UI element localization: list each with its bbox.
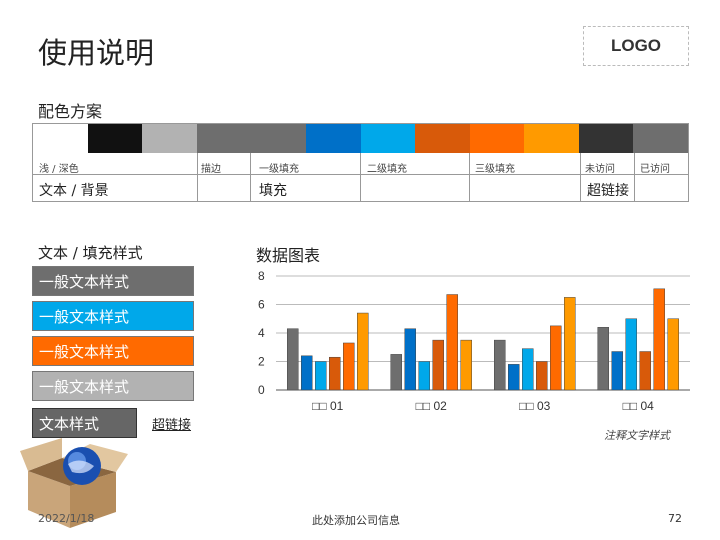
footer-company: 此处添加公司信息 xyxy=(312,514,400,527)
divider xyxy=(33,174,688,175)
text-style-small-box: 文本样式 xyxy=(32,408,137,438)
divider xyxy=(469,153,470,202)
bar xyxy=(357,312,369,391)
bar xyxy=(667,318,679,391)
text-style-box: 一般文本样式 xyxy=(32,266,194,296)
page-number: 72 xyxy=(668,512,682,525)
color-swatch xyxy=(196,124,252,153)
color-swatch xyxy=(524,124,580,153)
label-unvisited: 未访问 xyxy=(585,164,615,175)
label-light-dark: 浅 / 深色 xyxy=(39,164,79,175)
bar xyxy=(329,356,341,391)
bar xyxy=(625,318,637,391)
color-swatch xyxy=(87,124,143,153)
text-style-box: 一般文本样式 xyxy=(32,336,194,366)
label-text-bg: 文本 / 背景 xyxy=(39,183,109,199)
color-swatch xyxy=(305,124,361,153)
divider xyxy=(634,153,635,202)
color-swatch xyxy=(415,124,471,153)
logo-placeholder: LOGO xyxy=(583,26,689,66)
bar-chart: 0 2 4 6 8 □□ 01 □□ 02 □□ 03 □□ 04 xyxy=(258,269,690,413)
bar xyxy=(315,361,327,391)
hyperlink-sample[interactable]: 超链接 xyxy=(152,418,192,433)
bar xyxy=(522,348,534,391)
bar xyxy=(404,328,416,391)
bar xyxy=(494,339,506,391)
color-swatch xyxy=(251,124,307,153)
bar xyxy=(446,294,458,391)
color-swatch xyxy=(142,124,198,153)
bar xyxy=(550,325,562,391)
y-tick-label: 8 xyxy=(258,269,265,283)
color-swatch xyxy=(469,124,525,153)
color-swatch xyxy=(633,124,689,153)
divider xyxy=(360,153,361,202)
chart-title: 数据图表 xyxy=(256,246,321,265)
footer-date: 2022/1/18 xyxy=(38,512,95,525)
bar xyxy=(301,355,313,391)
bar xyxy=(536,361,548,391)
bar xyxy=(639,351,651,391)
bar xyxy=(653,288,665,391)
divider xyxy=(197,153,198,202)
bar xyxy=(432,339,444,391)
color-swatch xyxy=(360,124,416,153)
page-title: 使用说明 xyxy=(38,36,155,70)
bar xyxy=(460,339,472,391)
x-tick-label: □□ 03 xyxy=(519,399,551,413)
color-swatch xyxy=(578,124,634,153)
y-tick-label: 4 xyxy=(258,326,265,340)
x-tick-label: □□ 02 xyxy=(416,399,448,413)
x-tick-label: □□ 01 xyxy=(312,399,344,413)
bar xyxy=(508,364,520,391)
bar xyxy=(597,327,609,391)
text-fill-styles-title: 文本 / 填充样式 xyxy=(38,244,143,262)
color-swatch xyxy=(33,124,89,153)
color-scheme-title: 配色方案 xyxy=(38,102,103,121)
text-style-box: 一般文本样式 xyxy=(32,371,194,401)
text-style-box: 一般文本样式 xyxy=(32,301,194,331)
bar xyxy=(564,297,576,391)
bar xyxy=(343,342,355,391)
label-fill3: 三级填充 xyxy=(475,164,515,175)
divider xyxy=(250,153,251,202)
bar xyxy=(611,351,623,391)
x-tick-label: □□ 04 xyxy=(623,399,655,413)
label-stroke: 描边 xyxy=(201,164,221,175)
bar xyxy=(390,354,402,391)
box-globe-image xyxy=(20,438,128,528)
divider xyxy=(580,153,581,202)
label-fill: 填充 xyxy=(259,183,287,199)
color-palette-table: 浅 / 深色 描边 一级填充 二级填充 三级填充 未访问 已访问 文本 / 背景… xyxy=(32,123,689,202)
bar xyxy=(418,361,430,391)
label-fill2: 二级填充 xyxy=(367,164,407,175)
label-fill1: 一级填充 xyxy=(259,164,299,175)
annotation-text: 注释文字样式 xyxy=(604,429,670,442)
y-tick-label: 6 xyxy=(258,298,265,312)
bar xyxy=(287,328,299,391)
label-visited: 已访问 xyxy=(640,164,670,175)
label-hyperlink: 超链接 xyxy=(587,183,629,199)
y-tick-label: 2 xyxy=(258,355,265,369)
y-tick-label: 0 xyxy=(258,383,265,397)
